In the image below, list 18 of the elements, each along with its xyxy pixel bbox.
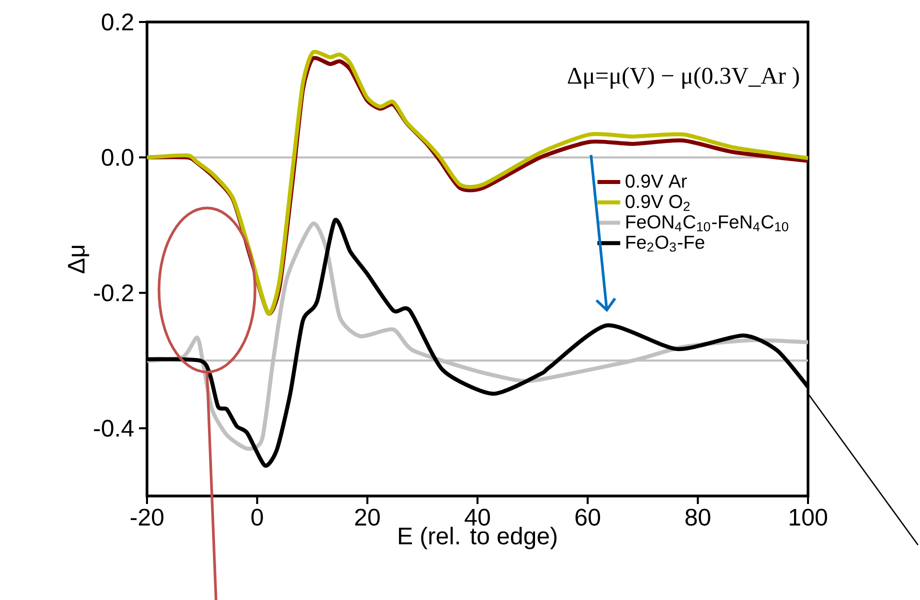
- x-axis-title: E (rel. to edge): [398, 526, 556, 550]
- x-tick-label: 80: [686, 508, 710, 526]
- annotation: Δμ=μ(V) − μ(0.3V_Ar ): [568, 67, 799, 89]
- x-tick-label: 60: [576, 508, 600, 526]
- x-tick-label: 40: [464, 508, 490, 526]
- legend-label: 0.9V Ar: [626, 174, 687, 188]
- legend-label: 0.9V O$_{2}$: [626, 194, 690, 211]
- legend-label: Fe$_{2}$O$_{3}$-Fe: [626, 236, 704, 252]
- x-tick-label: 20: [355, 508, 380, 526]
- y-tick-label: 0.2: [102, 14, 134, 30]
- y-tick-label: -0.2: [94, 284, 134, 302]
- x-tick-label: -20: [130, 508, 164, 526]
- y-tick-label: 0.0: [102, 148, 134, 166]
- x-tick-label: 0: [251, 508, 263, 526]
- y-axis-title: Δμ: [68, 246, 90, 274]
- y-tick-label: -0.4: [94, 420, 134, 437]
- legend-label: FeON$_{4}$C$_{10}$-FeN$_{4}$C$_{10}$: [626, 215, 788, 232]
- x-tick-label: 100: [790, 508, 828, 526]
